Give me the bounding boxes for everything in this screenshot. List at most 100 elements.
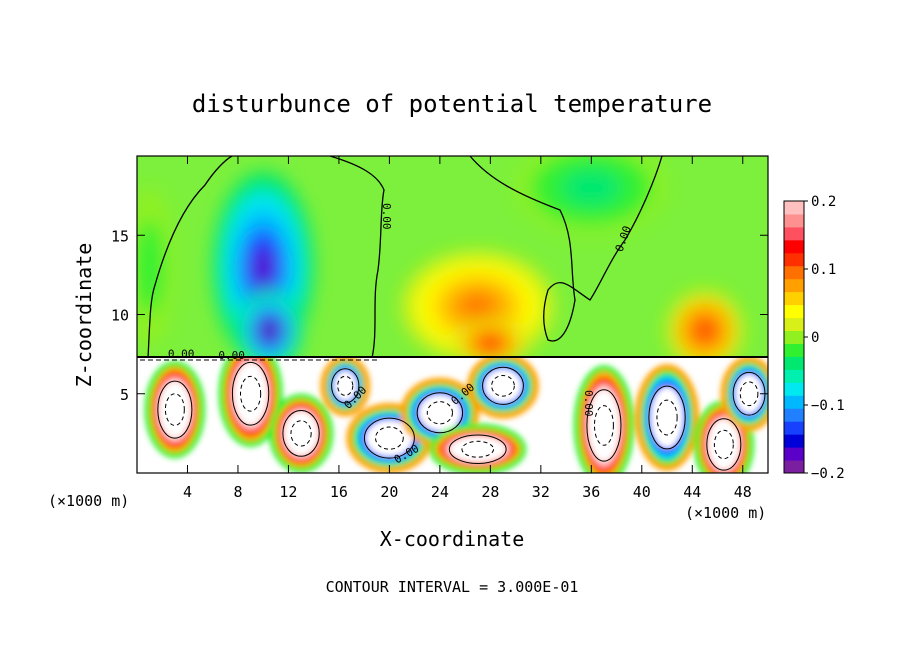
x-tick-label-32: 32	[532, 483, 550, 501]
upper-field	[137, 156, 743, 358]
contour-label-1: 0.00	[218, 349, 245, 362]
x-axis-unit-right: (×1000 m)	[685, 504, 766, 522]
turbulence-band-2-4	[268, 393, 334, 473]
turbulence-contour-2	[282, 410, 320, 457]
colorbar-swatch-4	[784, 408, 804, 422]
turbulence-contour-4	[416, 392, 464, 434]
lower-field	[137, 358, 768, 473]
turbulence-band-2-1	[278, 406, 324, 461]
field-blob-1-4	[262, 322, 277, 339]
x-tick-label-24: 24	[431, 483, 449, 501]
colorbar-swatch-12	[784, 304, 804, 319]
turbulence-contour-dashed-2	[290, 420, 312, 447]
turbulence-contour-dashed-1	[164, 393, 185, 426]
turbulence-band-7-4	[573, 365, 635, 473]
colorbar-swatch-5	[784, 395, 804, 409]
turbulence-band-0-0	[231, 362, 270, 425]
zero-contour-center	[469, 156, 663, 342]
turbulence-band-5-3	[470, 358, 536, 416]
turbulence-contour-8	[648, 385, 686, 450]
colorbar-swatch-20	[784, 201, 804, 215]
turbulence-band-10-4	[720, 358, 768, 431]
turbulence-band-4-0	[416, 392, 464, 434]
turbulence-band-5-2	[474, 359, 532, 412]
turbulence-band-7-2	[579, 378, 629, 473]
x-tick-label-36: 36	[582, 483, 600, 501]
turbulence-contour-dashed-4	[426, 401, 454, 425]
colorbar-tick-label-0: 0.2	[811, 194, 836, 210]
colorbar-swatch-8	[784, 356, 804, 370]
turbulence-contour-dashed-7	[593, 405, 614, 446]
x-axis: 4 8 12 16 20 24 28 32 36 40 44 48	[183, 156, 752, 501]
x-axis-unit-left: (×1000 m)	[48, 492, 129, 510]
field-blob-4-4	[697, 322, 713, 339]
turbulence-band-0-4	[218, 358, 283, 447]
turbulence-band-1-1	[153, 376, 197, 444]
turbulence-band-1-0	[156, 381, 194, 438]
turbulence-band-1-3	[147, 366, 203, 454]
colorbar-swatch-7	[784, 369, 804, 383]
turbulence-band-7-3	[576, 371, 632, 473]
turbulence-contour-0	[231, 361, 270, 426]
turbulence-band-9-1	[702, 414, 745, 473]
turbulence-band-8-0	[647, 386, 687, 449]
field-blob-3-4	[482, 338, 498, 348]
turbulence-contour-dashed-3	[375, 426, 404, 450]
turbulence-contour-7	[586, 389, 622, 462]
turbulence-contour-1	[157, 380, 193, 439]
colorbar-swatch-9	[784, 343, 804, 357]
colorbar-swatch-14	[784, 278, 804, 293]
turbulence-band-5-0	[481, 366, 525, 406]
turbulence-contour-dashed-9	[713, 429, 734, 460]
turbulence-band-1-2	[150, 371, 200, 449]
colorbar-swatch-18	[784, 226, 804, 241]
colorbar-swatch-0	[784, 460, 804, 474]
colorbar-tick-label-2: 0	[811, 330, 819, 346]
turbulence-contour-11	[331, 368, 360, 404]
contour-label-0: 0.00	[168, 347, 195, 360]
y-tick-label-15: 15	[111, 227, 129, 245]
contour-interval-note: CONTOUR INTERVAL = 3.000E-01	[326, 578, 579, 596]
turbulence-contour-dashed-11	[337, 375, 354, 396]
turbulence-contour-5	[482, 366, 524, 405]
x-tick-label-20: 20	[380, 483, 398, 501]
zero-contour-right-of-cold-core	[329, 156, 385, 358]
x-tick-label-12: 12	[279, 483, 297, 501]
turbulence-band-5-1	[478, 363, 528, 409]
turbulence-contour-dashed-5	[491, 375, 515, 397]
field-blob-0-4	[253, 247, 274, 286]
colorbar-tick-label-3: −0.1	[811, 398, 845, 414]
colorbar-swatch-17	[784, 239, 804, 254]
turbulence-contour-dashed-8	[656, 399, 678, 436]
turbulence-band-2-3	[272, 397, 330, 469]
turbulence-band-2-2	[275, 401, 327, 465]
field-blob-6-4	[144, 251, 155, 283]
turbulence-contour-dashed-6	[461, 440, 495, 458]
turbulence-band-9-0	[705, 418, 742, 471]
contour-label-2: 0.00	[380, 203, 393, 230]
turbulence-band-0-2	[224, 358, 277, 436]
plot-area: 0.00 0.000.000.000.00 0.000.000.00	[136, 155, 769, 474]
turbulence-band-7-1	[582, 384, 626, 467]
colorbar-swatch-10	[784, 330, 804, 344]
x-tick-label-16: 16	[330, 483, 348, 501]
y-tick-label-10: 10	[111, 307, 129, 325]
turbulence-band-8-3	[638, 369, 696, 466]
contour-lines	[147, 156, 663, 358]
field-blob-2-4	[462, 295, 493, 318]
y-axis: 5 10 15	[111, 227, 768, 404]
colorbar-swatch-19	[784, 213, 804, 228]
colorbar-swatch-13	[784, 291, 804, 306]
turbulence-band-11-4	[320, 358, 371, 417]
turbulence-band-5-4	[467, 358, 539, 419]
turbulence-contour-dashed-0	[239, 375, 262, 412]
x-tick-label-4: 4	[183, 483, 192, 501]
x-tick-label-44: 44	[683, 483, 701, 501]
y-axis-label: Z-coordinate	[72, 243, 96, 388]
chart-title: disturbunce of potential temperature	[192, 90, 712, 118]
colorbar-swatch-16	[784, 252, 804, 267]
turbulence-contour-dashed-10	[739, 381, 759, 407]
x-tick-label-8: 8	[233, 483, 242, 501]
colorbar-swatch-3	[784, 421, 804, 435]
turbulence-contour-6	[448, 434, 507, 464]
